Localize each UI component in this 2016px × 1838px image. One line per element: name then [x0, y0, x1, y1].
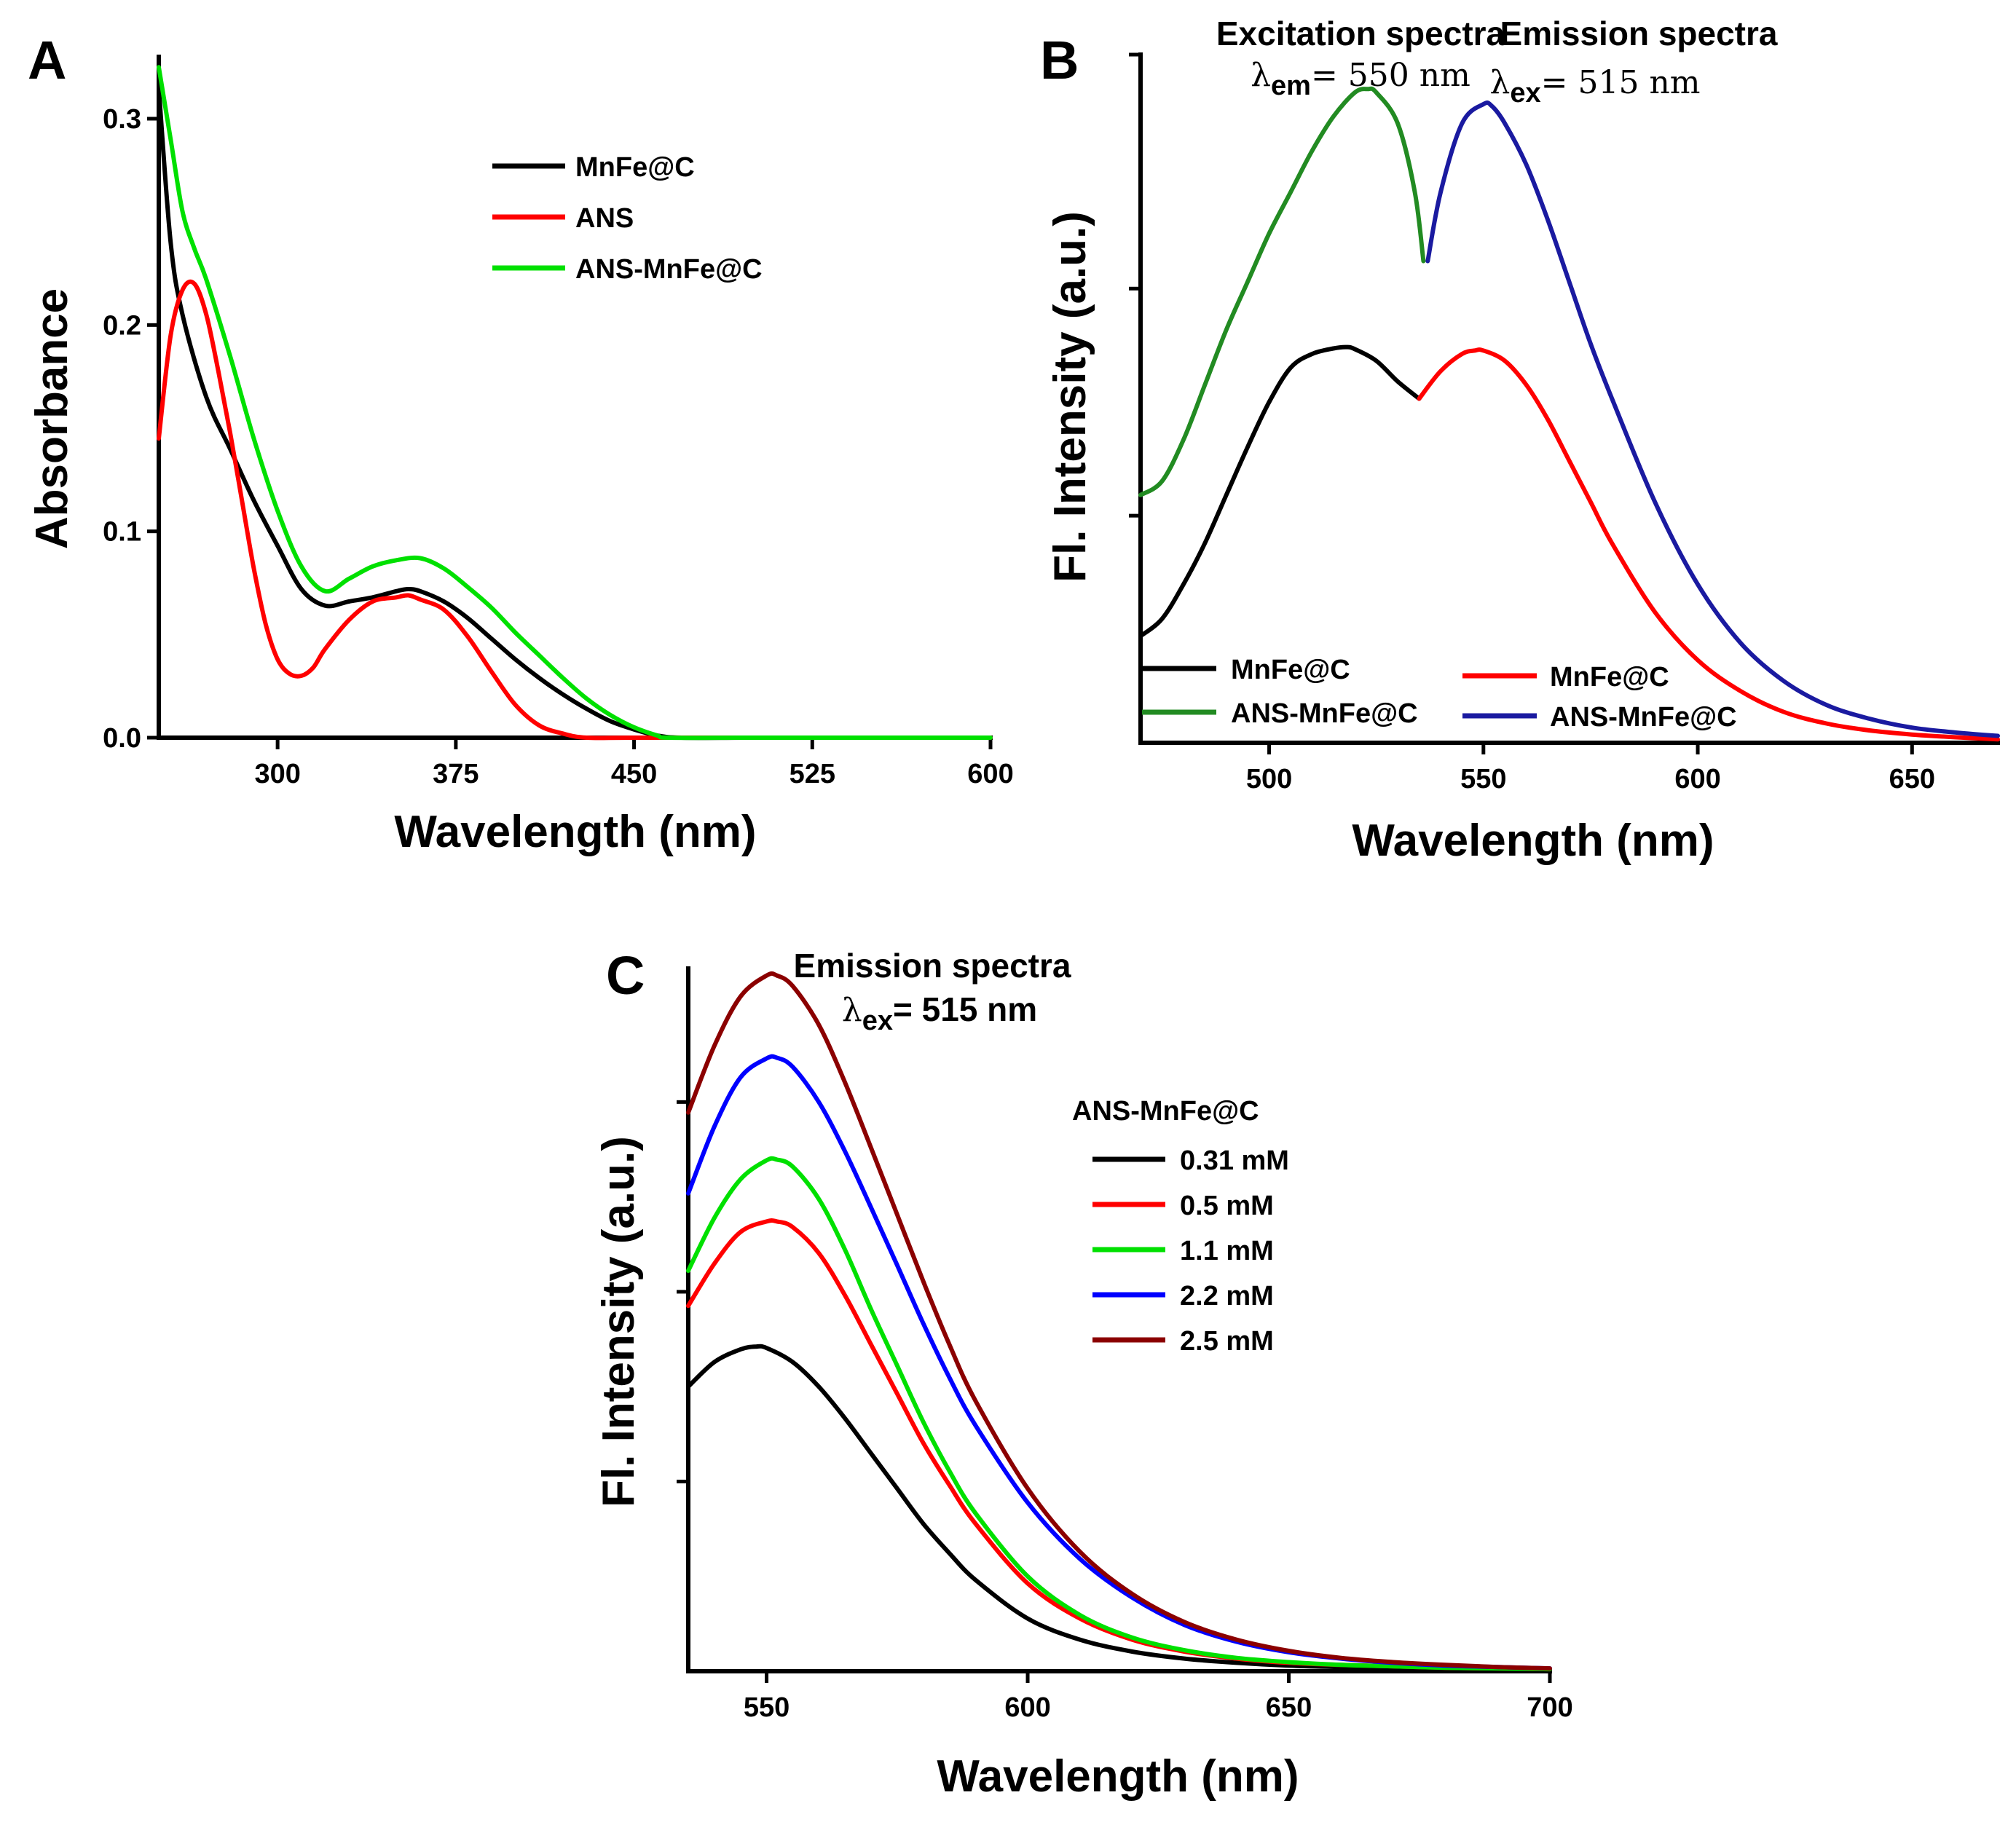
- panel-a: A 300 375 450 525 600 0.0 0.1 0.2 0.3 Wavelengt…: [27, 30, 1014, 857]
- legend-b-label-0: MnFe@C: [1231, 655, 1350, 685]
- panel-a-x-tick-labels: 300 375 450 525 600: [254, 759, 1013, 789]
- x-tick-label: 525: [790, 759, 835, 789]
- panel-b-header-excitation: Excitation spectra λem= 550 nm: [1216, 15, 1505, 101]
- series-line-ans: [157, 279, 993, 741]
- panel-a-legend: MnFe@C ANS ANS-MnFe@C: [492, 152, 763, 285]
- legend-c-label-3: 2.2 mM: [1180, 1281, 1274, 1312]
- legend-a-label-1: ANS: [575, 203, 634, 234]
- panel-b-legend: MnFe@C ANS-MnFe@C MnFe@C ANS-MnFe@C: [1142, 655, 1737, 733]
- x-tick-label: 550: [744, 1692, 790, 1723]
- panel-b-series: [1138, 86, 2000, 742]
- x-tick-label: 300: [254, 759, 300, 789]
- y-tick-label: 0.1: [103, 517, 141, 548]
- panel-b-header-emission: Emission spectra λex= 515 nm: [1489, 15, 1777, 109]
- x-tick-label: 600: [1674, 764, 1720, 794]
- x-tick-label: 500: [1246, 764, 1292, 794]
- series-line-2-2-mm: [686, 1054, 1552, 1671]
- panel-b-ticks: [1129, 52, 1914, 754]
- legend-c-label-0: 0.31 mM: [1180, 1145, 1289, 1176]
- x-tick-label: 600: [1004, 1692, 1050, 1723]
- x-tick-label: 600: [967, 759, 1013, 789]
- panel-label-b: B: [1040, 30, 1079, 90]
- panel-a-axes: [157, 55, 993, 740]
- legend-b-label-2: MnFe@C: [1550, 662, 1669, 693]
- series-line-ans-mnfe-c: [1425, 100, 2000, 738]
- x-tick-label: 450: [611, 759, 657, 789]
- header-b-excitation-title: Excitation spectra: [1216, 15, 1505, 52]
- header-b-emission-lambda: λex= 515 nm: [1489, 64, 1700, 109]
- legend-a-label-0: MnFe@C: [575, 152, 695, 183]
- series-line-mnfe-c: [157, 85, 993, 741]
- y-tick-label: 0.3: [103, 104, 141, 135]
- legend-b-label-3: ANS-MnFe@C: [1550, 702, 1737, 733]
- panel-a-y-tick-labels: 0.0 0.1 0.2 0.3: [103, 104, 141, 754]
- series-line-ans-mnfe-c: [157, 65, 993, 741]
- header-c-title: Emission spectra: [794, 947, 1071, 985]
- series-line-2-5-mm: [686, 971, 1552, 1671]
- x-tick-label: 650: [1889, 764, 1935, 794]
- panel-b-axes: [1138, 52, 2000, 745]
- panel-c-ticks: [677, 1100, 1552, 1683]
- series-line-mnfe-c: [1417, 347, 2000, 742]
- legend-b-label-1: ANS-MnFe@C: [1231, 698, 1418, 729]
- panel-c-legend: ANS-MnFe@C 0.31 mM 0.5 mM 1.1 mM 2.2 mM …: [1072, 1096, 1289, 1357]
- panel-a-y-axis-label: Absorbance: [27, 288, 77, 549]
- panel-label-c: C: [606, 945, 645, 1006]
- legend-c-label-2: 1.1 mM: [1180, 1236, 1274, 1266]
- panel-c-axes: [686, 966, 1552, 1673]
- panel-c-header: Emission spectra λex= 515 nm: [794, 947, 1071, 1036]
- panel-c-series: [686, 971, 1552, 1672]
- panel-c-x-axis-label: Wavelength (nm): [937, 1751, 1299, 1802]
- panel-a-series: [157, 65, 993, 741]
- series-line-ans-mnfe-c: [1138, 86, 1426, 497]
- legend-a-label-2: ANS-MnFe@C: [575, 254, 763, 285]
- panel-b: B 500 550 600 650 Excitation spectra λem= 5…: [1040, 15, 2000, 866]
- panel-c: C 550 600 650 700 Emission spectra λex= 515…: [594, 945, 1573, 1802]
- x-tick-label: 650: [1266, 1692, 1312, 1723]
- header-c-lambda: λex= 515 nm: [842, 990, 1037, 1036]
- header-b-excitation-lambda: λem= 550 nm: [1251, 57, 1470, 101]
- y-tick-label: 0.0: [103, 723, 141, 754]
- x-tick-label: 700: [1527, 1692, 1572, 1723]
- panel-c-y-axis-label: Fl. Intensity (a.u.): [594, 1136, 644, 1507]
- panel-b-y-axis-label: Fl. Intensity (a.u.): [1045, 211, 1095, 583]
- panel-b-x-tick-labels: 500 550 600 650: [1246, 764, 1935, 794]
- series-line-1-1-mm: [686, 1156, 1552, 1672]
- header-b-emission-title: Emission spectra: [1500, 15, 1778, 52]
- series-line-0-31-mm: [686, 1344, 1552, 1672]
- panel-c-x-tick-labels: 550 600 650 700: [744, 1692, 1573, 1723]
- legend-c-label-1: 0.5 mM: [1180, 1191, 1274, 1221]
- panel-a-x-axis-label: Wavelength (nm): [394, 807, 756, 857]
- x-tick-label: 550: [1460, 764, 1506, 794]
- x-tick-label: 375: [433, 759, 479, 789]
- panel-b-x-axis-label: Wavelength (nm): [1352, 816, 1714, 866]
- panel-label-a: A: [28, 30, 66, 90]
- series-line-mnfe-c: [1138, 344, 1422, 639]
- legend-c-label-4: 2.5 mM: [1180, 1326, 1274, 1357]
- legend-c-title: ANS-MnFe@C: [1072, 1096, 1259, 1127]
- y-tick-label: 0.2: [103, 310, 141, 341]
- series-line-0-5-mm: [686, 1218, 1552, 1672]
